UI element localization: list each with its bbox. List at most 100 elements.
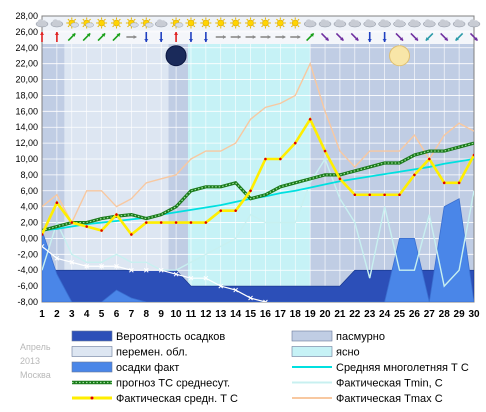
x-tick-label: 21: [334, 309, 346, 320]
legend-label: Фактическая средн. Т С: [116, 393, 238, 405]
forecast-min-marker: [99, 263, 104, 269]
x-tick-label: 25: [394, 309, 406, 320]
actual-mean-point: [55, 201, 59, 204]
watermark: Апрель 2013 Москва: [20, 342, 51, 380]
wind-arrow-icon: [290, 34, 301, 40]
forecast-min-marker: [233, 287, 239, 293]
sun-icon: [185, 17, 197, 29]
wind-arrow-icon: [320, 32, 330, 42]
legend-item: Фактическая Tmax C: [292, 393, 443, 405]
y-tick-label: 24,00: [15, 43, 38, 53]
x-tick-label: 3: [69, 309, 75, 320]
x-tick-label: 14: [230, 309, 242, 320]
sun-icon: [289, 17, 301, 29]
legend-label: Вероятность осадков: [116, 331, 225, 343]
watermark-month: Апрель: [20, 342, 51, 352]
partly-cloudy-icon: [66, 17, 80, 29]
forecast-min-marker: [143, 267, 149, 273]
partly-cloudy-icon: [170, 17, 184, 29]
legend-item: Фактическая Tmin, C: [292, 378, 443, 390]
y-tick-label: 16,00: [15, 106, 38, 116]
wind-arrow-icon: [382, 32, 387, 42]
cloud-icon: [467, 19, 481, 28]
cloud-icon: [363, 19, 376, 28]
x-tick-label: 12: [200, 309, 212, 320]
y-tick-label: 28,00: [15, 11, 38, 21]
actual-mean-point: [234, 209, 237, 212]
wind-arrow-icon: [367, 32, 372, 42]
sun-icon: [110, 17, 122, 29]
wind-arrow-icon: [203, 32, 208, 42]
wind-arrow-icon: [126, 34, 137, 40]
x-tick-label: 16: [260, 309, 272, 320]
actual-mean-point: [368, 193, 372, 197]
wind-arrow-icon: [39, 32, 45, 42]
actual-mean-point: [279, 157, 282, 161]
y-tick-label: 12,00: [15, 138, 38, 148]
sun-icon: [96, 17, 108, 29]
cloud-icon: [452, 19, 466, 28]
wind-arrow-icon: [275, 34, 286, 40]
x-tick-label: 8: [143, 309, 149, 320]
y-tick-label: 18,00: [15, 90, 38, 100]
y-tick-label: 10,00: [15, 154, 38, 164]
x-tick-label: 30: [468, 309, 480, 320]
actual-mean-point: [323, 149, 327, 153]
x-tick-label: 27: [424, 309, 436, 320]
legend-label: Фактическая Tmax C: [336, 393, 443, 405]
sky-band-clear: [187, 40, 311, 302]
cloud-icon: [50, 19, 64, 28]
wind-arrow-icon: [350, 32, 359, 42]
y-tick-label: 14,00: [15, 122, 38, 132]
cloud-icon: [393, 19, 406, 28]
cloud-icon: [423, 19, 436, 28]
cloud-icon: [378, 19, 391, 28]
legend-label: Фактическая Tmin, C: [336, 378, 443, 390]
forecast-min-marker: [69, 259, 75, 265]
sun-icon: [215, 17, 227, 29]
wind-arrow-icon: [97, 32, 106, 42]
forecast-min-marker: [158, 267, 164, 273]
x-tick-label: 22: [349, 309, 361, 320]
x-tick-label: 11: [186, 309, 197, 320]
x-tick-label: 6: [114, 309, 120, 320]
actual-mean-point: [338, 177, 342, 181]
y-tick-label: 2,00: [20, 218, 38, 228]
forecast-min-marker: [188, 275, 194, 281]
y-tick-label: 4,00: [20, 202, 38, 212]
sun-icon: [200, 17, 212, 29]
legend-label: осадки факт: [116, 362, 179, 374]
tmin-line: [42, 157, 474, 288]
y-tick-label: 22,00: [15, 59, 38, 69]
forecast-min-marker: [173, 271, 179, 277]
x-tick-label: 17: [275, 309, 287, 320]
cloud-icon: [408, 19, 421, 28]
sun-icon: [245, 17, 257, 29]
wind-arrow-icon: [335, 32, 345, 42]
weather-icon-row: [35, 17, 481, 29]
y-tick-label: 26,00: [15, 27, 38, 37]
legend-item: Средняя многолетняя Т С: [292, 362, 469, 374]
tmax-line: [42, 61, 474, 225]
wind-arrow-icon: [188, 32, 194, 42]
actual-mean-point: [457, 181, 461, 185]
cloud-icon: [35, 19, 49, 28]
actual-mean-point: [204, 221, 208, 224]
wind-arrow-icon: [230, 34, 241, 40]
actual-mean-point: [353, 193, 357, 197]
forecast-min-marker: [278, 304, 282, 308]
precipitation-layer: [42, 198, 474, 302]
x-tick-label: 1: [39, 309, 45, 320]
y-tick-label: 0,00: [20, 233, 38, 243]
legend-item: ясно: [291, 346, 360, 359]
y-tick-label: -8,00: [17, 297, 38, 307]
legend-item: перемен. обл.: [71, 346, 188, 359]
actual-mean-line: [42, 116, 474, 237]
sun-icon: [274, 17, 286, 29]
wind-arrow-icon: [440, 32, 449, 42]
wind-strip: [42, 30, 474, 44]
x-tick-label: 7: [129, 309, 135, 320]
watermark-year: 2013: [20, 356, 40, 366]
wind-arrow-icon: [455, 32, 464, 42]
